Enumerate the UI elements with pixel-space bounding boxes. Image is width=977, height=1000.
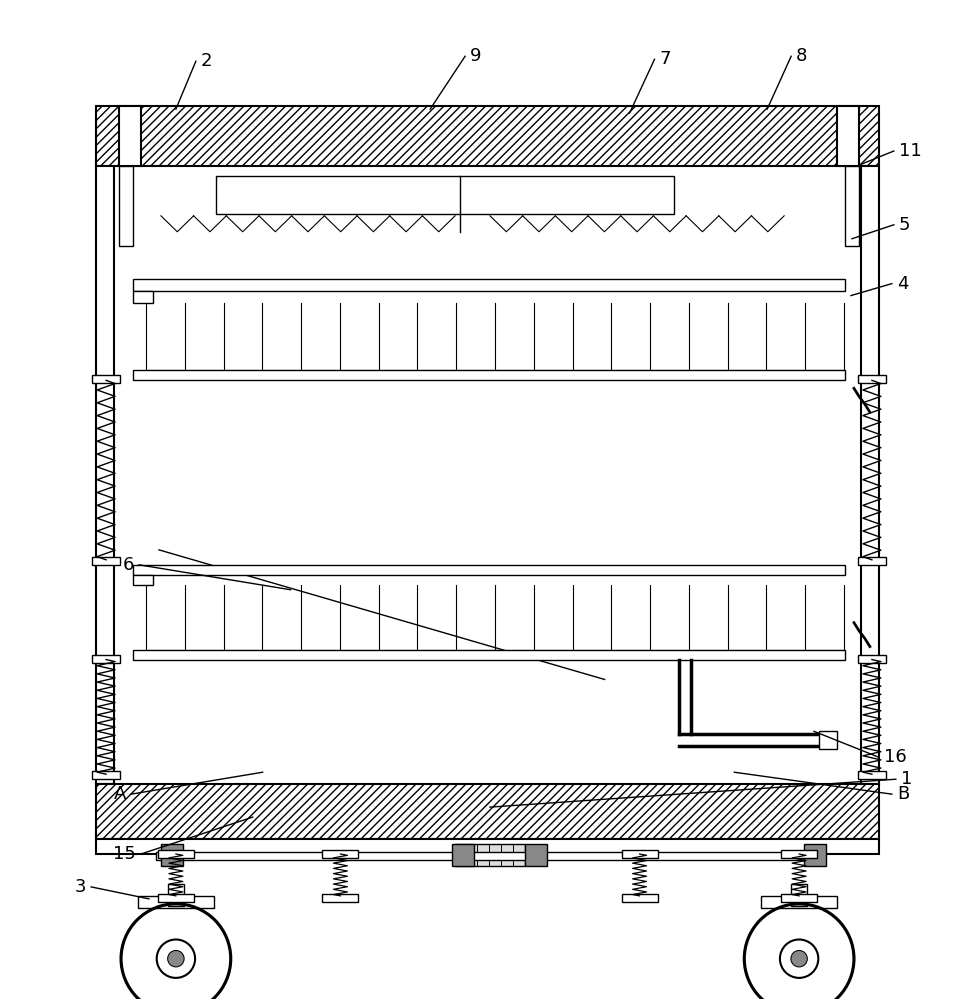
Bar <box>451 844 474 866</box>
Bar <box>803 844 826 866</box>
Text: 9: 9 <box>470 47 481 65</box>
Bar <box>621 894 657 902</box>
Circle shape <box>790 950 807 967</box>
Bar <box>96 839 878 854</box>
Bar <box>96 784 878 839</box>
Bar <box>133 291 152 303</box>
Bar <box>857 655 885 663</box>
Text: 2: 2 <box>200 52 212 70</box>
Bar <box>92 375 120 383</box>
Bar <box>621 850 657 858</box>
Bar <box>168 884 184 906</box>
Text: B: B <box>896 785 909 803</box>
Bar <box>781 894 816 902</box>
Bar <box>133 650 844 660</box>
Bar <box>133 565 844 575</box>
Bar <box>525 844 546 866</box>
Bar <box>92 557 120 565</box>
Bar <box>454 844 525 866</box>
Text: 4: 4 <box>896 275 908 293</box>
Text: 5: 5 <box>898 216 910 234</box>
Text: A: A <box>113 785 126 803</box>
Bar <box>322 894 358 902</box>
Text: 6: 6 <box>122 556 134 574</box>
Bar <box>844 166 858 246</box>
Bar <box>857 771 885 779</box>
Text: 16: 16 <box>883 748 906 766</box>
Bar <box>96 166 114 784</box>
Bar <box>790 884 806 906</box>
Bar <box>119 166 133 246</box>
Bar <box>836 106 858 166</box>
Bar <box>322 850 358 858</box>
Bar <box>96 106 878 166</box>
Text: 7: 7 <box>658 50 670 68</box>
Bar <box>760 896 836 908</box>
Bar <box>133 575 152 585</box>
Text: 15: 15 <box>113 845 136 863</box>
Bar <box>92 655 120 663</box>
Bar <box>157 894 193 902</box>
Bar <box>161 844 183 866</box>
Bar <box>157 850 193 858</box>
Text: 1: 1 <box>900 770 912 788</box>
Bar <box>818 731 836 749</box>
Bar <box>857 375 885 383</box>
Text: 8: 8 <box>795 47 807 65</box>
Bar <box>119 106 141 166</box>
Bar <box>92 771 120 779</box>
Bar <box>133 279 844 291</box>
Bar <box>860 166 878 784</box>
Text: 11: 11 <box>898 142 920 160</box>
Bar <box>155 852 818 860</box>
Text: 3: 3 <box>74 878 86 896</box>
Bar <box>216 176 674 214</box>
Circle shape <box>167 950 184 967</box>
Bar <box>781 850 816 858</box>
Bar <box>133 370 844 380</box>
Bar <box>857 557 885 565</box>
Bar <box>138 896 214 908</box>
